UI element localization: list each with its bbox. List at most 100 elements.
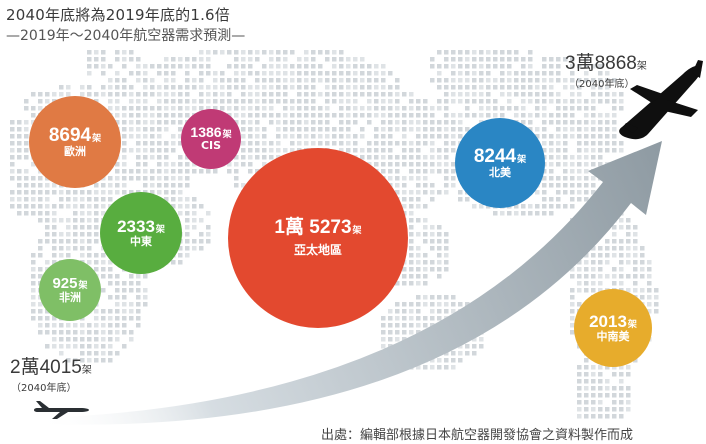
map-dot	[241, 183, 246, 188]
map-dot	[479, 344, 484, 349]
map-dot	[542, 183, 547, 188]
region-bubble-asia-pacific: 1萬 5273架 亞太地區	[228, 148, 408, 328]
map-dot	[528, 204, 533, 209]
map-dot	[115, 176, 120, 181]
map-dot	[598, 365, 603, 370]
map-dot	[94, 183, 99, 188]
map-dot	[122, 113, 127, 118]
map-dot	[325, 99, 330, 104]
map-dot	[577, 393, 582, 398]
map-dot	[570, 85, 575, 90]
map-dot	[577, 169, 582, 174]
map-dot	[444, 190, 449, 195]
map-dot	[283, 127, 288, 132]
map-dot	[409, 246, 414, 251]
map-dot	[493, 64, 498, 69]
map-dot	[416, 267, 421, 272]
map-dot	[437, 134, 442, 139]
map-dot	[640, 246, 645, 251]
map-dot	[66, 344, 71, 349]
map-dot	[52, 253, 57, 258]
map-dot	[178, 253, 183, 258]
map-dot	[409, 302, 414, 307]
map-dot	[192, 106, 197, 111]
map-dot	[619, 260, 624, 265]
map-dot	[409, 106, 414, 111]
map-dot	[24, 106, 29, 111]
map-dot	[136, 78, 141, 83]
map-dot	[612, 400, 617, 405]
map-dot	[255, 50, 260, 55]
map-dot	[381, 323, 386, 328]
map-dot	[101, 183, 106, 188]
map-dot	[381, 106, 386, 111]
map-dot	[234, 85, 239, 90]
map-dot	[416, 176, 421, 181]
map-dot	[38, 239, 43, 244]
map-dot	[52, 218, 57, 223]
map-dot	[612, 281, 617, 286]
map-dot	[612, 239, 617, 244]
map-dot	[122, 127, 127, 132]
map-dot	[402, 337, 407, 342]
map-dot	[626, 239, 631, 244]
map-dot	[479, 64, 484, 69]
map-dot	[444, 295, 449, 300]
region-value: 8694	[48, 124, 92, 146]
map-dot	[598, 393, 603, 398]
map-dot	[486, 57, 491, 62]
map-dot	[619, 267, 624, 272]
map-dot	[388, 323, 393, 328]
map-dot	[346, 57, 351, 62]
map-dot	[31, 204, 36, 209]
map-dot	[269, 106, 274, 111]
map-dot	[255, 155, 260, 160]
map-dot	[24, 148, 29, 153]
map-dot	[416, 274, 421, 279]
map-dot	[388, 141, 393, 146]
map-dot	[234, 71, 239, 76]
map-dot	[584, 148, 589, 153]
map-dot	[598, 92, 603, 97]
map-dot	[87, 71, 92, 76]
map-dot	[87, 246, 92, 251]
map-dot	[563, 120, 568, 125]
map-dot	[395, 323, 400, 328]
map-dot	[409, 330, 414, 335]
map-dot	[500, 113, 505, 118]
map-dot	[619, 400, 624, 405]
map-dot	[577, 267, 582, 272]
map-dot	[164, 85, 169, 90]
map-dot	[143, 288, 148, 293]
map-dot	[66, 92, 71, 97]
map-dot	[430, 316, 435, 321]
map-dot	[213, 85, 218, 90]
map-dot	[94, 337, 99, 342]
map-dot	[185, 211, 190, 216]
map-dot	[402, 274, 407, 279]
map-dot	[136, 176, 141, 181]
map-dot	[416, 281, 421, 286]
map-dot	[24, 183, 29, 188]
map-dot	[206, 211, 211, 216]
map-dot	[416, 106, 421, 111]
map-dot	[430, 295, 435, 300]
map-dot	[10, 155, 15, 160]
map-dot	[479, 106, 484, 111]
map-dot	[318, 113, 323, 118]
map-dot	[59, 351, 64, 356]
map-dot	[248, 106, 253, 111]
map-dot	[395, 337, 400, 342]
map-dot	[374, 134, 379, 139]
map-dot	[535, 127, 540, 132]
map-dot	[570, 190, 575, 195]
map-dot	[626, 393, 631, 398]
map-dot	[199, 50, 204, 55]
map-dot	[241, 141, 246, 146]
map-dot	[577, 379, 582, 384]
map-dot	[136, 169, 141, 174]
map-dot	[52, 211, 57, 216]
map-dot	[164, 127, 169, 132]
map-dot	[542, 127, 547, 132]
map-dot	[430, 155, 435, 160]
